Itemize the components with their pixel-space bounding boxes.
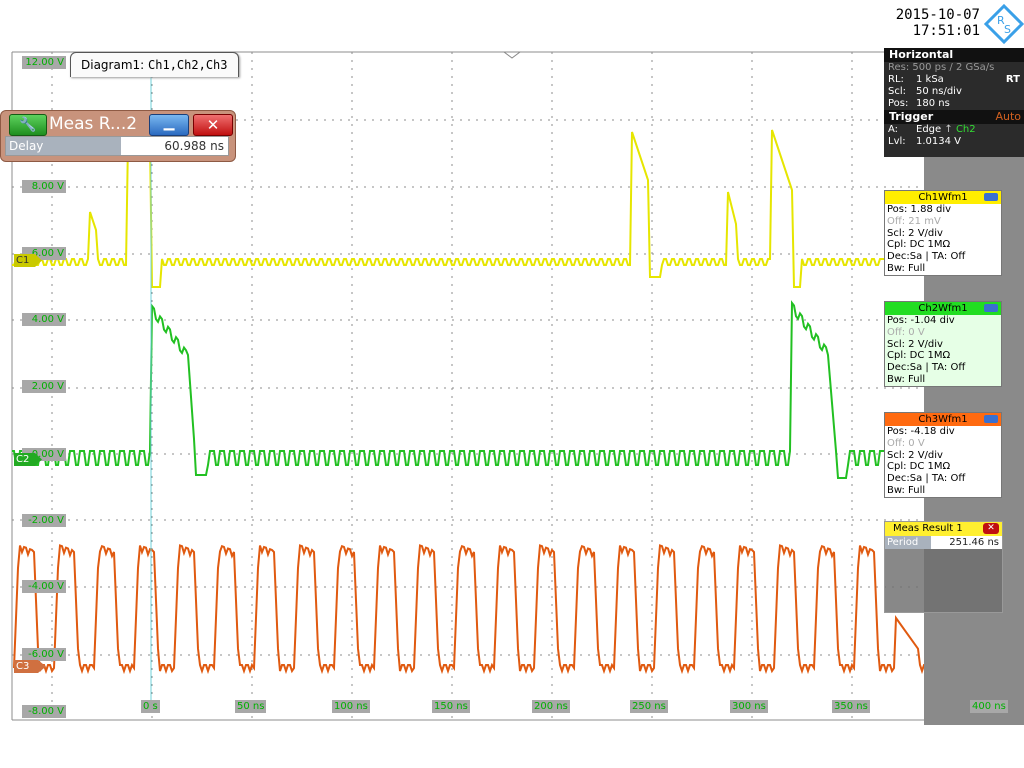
wfm-pos: Pos: -4.18 div <box>887 426 955 437</box>
rs-logo-icon: R S <box>984 4 1024 44</box>
ch1-waveform <box>12 129 1024 288</box>
ch2-waveform <box>12 300 1024 479</box>
datetime: 2015-10-07 17:51:01 <box>896 7 980 39</box>
svg-text:R: R <box>997 14 1005 27</box>
wfm-title: Ch1Wfm1 <box>885 191 1001 204</box>
meas-window-titlebar[interactable]: 🔧 Meas R...2 ▁ ✕ <box>5 113 233 136</box>
period-result-row: Period 251.46 ns <box>885 536 1002 549</box>
rl-key: RL: <box>888 74 904 85</box>
delay-label: Delay <box>6 137 121 155</box>
wfm-cpl: Cpl: DC 1MΩ <box>887 461 951 473</box>
wfm-bw: Bw: Full <box>887 262 926 274</box>
time-scale-value: 50 ns/div <box>916 86 962 97</box>
minimize-button[interactable]: ▁ <box>149 114 189 136</box>
wfm-scl: Scl: 2 V/div <box>887 449 943 461</box>
wfm-bw: Bw: Full <box>887 373 926 385</box>
wfm-dec: Dec:Sa | TA: Off <box>887 473 966 485</box>
meas-result-1-box[interactable]: Meas Result 1 ✕ Period 251.46 ns <box>884 521 1003 613</box>
minimize-icon[interactable] <box>984 415 998 423</box>
y-axis-label: 12.00 V <box>22 56 66 69</box>
record-length-value: 1 kSa <box>916 74 944 85</box>
trigger-mode: Auto <box>995 110 1021 123</box>
wfm-title: Ch3Wfm1 <box>885 413 1001 426</box>
ch2-marker[interactable]: C2 <box>14 453 42 466</box>
wfm-off: Off: 21 mV <box>887 215 941 227</box>
meas-result-title: Meas Result 1 <box>893 523 963 534</box>
close-icon[interactable]: ✕ <box>983 523 999 534</box>
wfm-scl: Scl: 2 V/div <box>887 227 943 239</box>
wfm-pos: Pos: 1.88 div <box>887 204 952 215</box>
close-button[interactable]: ✕ <box>193 114 233 136</box>
ch3-waveform <box>13 544 1024 675</box>
scl-key: Scl: <box>888 86 906 97</box>
x-axis-label: 150 ns <box>432 700 470 713</box>
wfm-cpl: Cpl: DC 1MΩ <box>887 350 951 362</box>
meas-result-2-window[interactable]: 🔧 Meas R...2 ▁ ✕ Delay 60.988 ns <box>0 110 236 162</box>
y-axis-label: 2.00 V <box>22 380 66 393</box>
horizontal-title: Horizontal <box>884 48 1024 62</box>
wfm-off: Off: 0 V <box>887 326 925 338</box>
wrench-icon[interactable]: 🔧 <box>9 114 47 136</box>
x-axis-label: 50 ns <box>235 700 267 713</box>
date: 2015-10-07 <box>895 7 980 23</box>
trigger-source: Ch2 <box>955 124 976 135</box>
horizontal-reference-marker <box>502 51 522 59</box>
horizontal-position-value: 180 ns <box>916 98 950 109</box>
time: 17:51:01 <box>912 23 980 39</box>
rt-indicator: RT <box>1005 74 1020 85</box>
y-axis-label: 4.00 V <box>22 313 66 326</box>
x-axis-label: 350 ns <box>832 700 870 713</box>
wfm-bw: Bw: Full <box>887 484 926 496</box>
wfm-pos: Pos: -1.04 div <box>887 315 955 326</box>
wfm-cpl: Cpl: DC 1MΩ <box>887 239 951 251</box>
x-axis-label: 250 ns <box>630 700 668 713</box>
wfm-title-text: Ch2Wfm1 <box>918 303 968 314</box>
wfm-title: Ch2Wfm1 <box>885 302 1001 315</box>
minimize-icon[interactable] <box>984 193 998 201</box>
ch3-marker[interactable]: C3 <box>14 660 46 673</box>
trigger-header: Trigger Auto <box>884 110 1024 124</box>
y-axis-label: -6.00 V <box>22 648 66 661</box>
wfm-title-text: Ch3Wfm1 <box>918 414 968 425</box>
period-label: Period <box>885 536 931 549</box>
diagram-tab-label: Diagram1: <box>81 58 149 72</box>
trigger-a-key: A: <box>888 124 899 135</box>
wfm-off: Off: 0 V <box>887 437 925 449</box>
trigger-level-value: 1.0134 V <box>916 136 962 147</box>
trigger-title: Trigger <box>889 110 934 123</box>
x-axis-label: 100 ns <box>332 700 370 713</box>
y-axis-label: -8.00 V <box>22 705 66 718</box>
trigger-level-key: Lvl: <box>888 136 906 147</box>
svg-text:S: S <box>1004 23 1011 36</box>
trigger-type: Edge <box>916 124 942 135</box>
x-axis-label: 300 ns <box>730 700 768 713</box>
x-axis-label: 200 ns <box>532 700 570 713</box>
resolution-text: Res: 500 ps / 2 GSa/s <box>888 62 995 73</box>
ch1-marker[interactable]: C1 <box>14 254 42 267</box>
y-axis-label: 8.00 V <box>22 180 66 193</box>
minimize-icon[interactable] <box>984 304 998 312</box>
diagram-tab-channels: Ch1,Ch2,Ch3 <box>148 58 228 72</box>
ch1-waveform-info[interactable]: Ch1Wfm1 Pos: 1.88 div Off: 21 mV Scl: 2 V/d… <box>884 190 1002 276</box>
wfm-dec: Dec:Sa | TA: Off <box>887 251 966 263</box>
pos-key: Pos: <box>888 98 909 109</box>
y-axis-label: -4.00 V <box>22 580 66 593</box>
rising-edge-icon: ↑ <box>944 124 953 135</box>
period-value: 251.46 ns <box>949 537 999 548</box>
horizontal-trigger-panel[interactable]: Horizontal Res: 500 ps / 2 GSa/s RL: 1 kS… <box>884 48 1024 157</box>
wfm-title-text: Ch1Wfm1 <box>918 192 968 203</box>
wfm-dec: Dec:Sa | TA: Off <box>887 362 966 374</box>
delay-result-row: Delay 60.988 ns <box>5 136 229 156</box>
x-axis-label: 0 s <box>141 700 160 713</box>
x-axis-label: 400 ns <box>970 700 1008 713</box>
ch2-waveform-info[interactable]: Ch2Wfm1 Pos: -1.04 div Off: 0 V Scl: 2 V/di… <box>884 301 1002 387</box>
y-axis-label: -2.00 V <box>22 514 66 527</box>
wfm-scl: Scl: 2 V/div <box>887 338 943 350</box>
meas-window-title: Meas R...2 <box>49 114 138 134</box>
delay-value: 60.988 ns <box>164 139 224 153</box>
ch3-waveform-info[interactable]: Ch3Wfm1 Pos: -4.18 div Off: 0 V Scl: 2 V/di… <box>884 412 1002 498</box>
diagram-tab[interactable]: Diagram1: Ch1,Ch2,Ch3 <box>70 52 239 77</box>
